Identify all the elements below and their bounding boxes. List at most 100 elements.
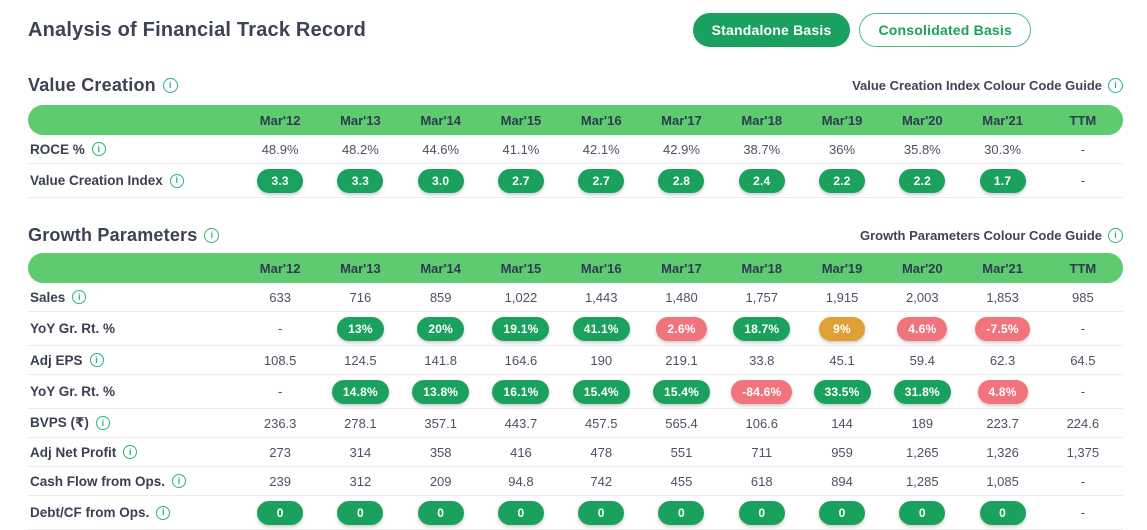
table-cell: 2.8 [641, 168, 721, 193]
table-cell: 189 [911, 415, 934, 431]
info-icon[interactable]: i [1108, 78, 1123, 93]
table-cell: 894 [831, 473, 853, 489]
table-cell: 42.9% [663, 141, 700, 157]
growth-parameters-title: Growth Parameters i [28, 225, 220, 246]
column-header: Mar'17 [661, 112, 702, 128]
table-cell: 224.6 [1066, 415, 1100, 431]
value-pill: 3.3 [337, 168, 384, 193]
table-cell: 2.4 [722, 168, 802, 193]
info-icon[interactable]: i [1108, 228, 1123, 243]
table-cell: 0 [641, 500, 721, 525]
row-label-text: YoY Gr. Rt. % [30, 384, 116, 399]
row-label: Adj EPS i [28, 353, 240, 368]
table-cell: 742 [590, 473, 613, 489]
table-cell: 45.1 [829, 352, 855, 368]
row-label-text: Debt/CF from Ops. [30, 505, 150, 520]
table-cell: 551 [670, 444, 693, 460]
consolidated-basis-button[interactable]: Consolidated Basis [859, 13, 1031, 47]
table-cell: 141.8 [424, 352, 457, 368]
table-cell: 15.4% [641, 379, 721, 404]
table-cell: 443.7 [504, 415, 538, 431]
column-header: Mar'15 [500, 112, 542, 128]
growth-parameters-table: Mar'12 Mar'13 Mar'14 Mar'15 Mar'16 Mar'17 Mar'… [28, 253, 1123, 530]
value-pill: 2.8 [658, 168, 705, 193]
table-cell: 1,375 [1066, 444, 1100, 460]
table-cell: 30.3% [984, 141, 1022, 157]
row-label-text: Adj EPS [30, 352, 83, 368]
table-cell: 985 [1072, 289, 1094, 305]
info-icon[interactable]: i [72, 290, 87, 304]
info-icon[interactable]: i [89, 353, 104, 367]
table-cell: 2.2 [882, 168, 962, 193]
value-creation-colour-code-guide-link[interactable]: Value Creation Index Colour Code Guide i [852, 78, 1123, 93]
value-pill: 0 [658, 500, 705, 525]
table-cell: 35.8% [903, 141, 941, 157]
table-cell: 20% [401, 316, 481, 341]
table-cell: 1,022 [504, 289, 538, 305]
table-cell: 44.6% [422, 141, 460, 157]
table-cell: 19.1% [481, 316, 561, 341]
table-cell: 0 [401, 500, 481, 525]
table-cell: 36% [829, 141, 856, 157]
value-pill: 2.7 [497, 168, 544, 193]
table-cell: - [1080, 141, 1086, 157]
table-cell: 0 [481, 500, 561, 525]
table-row: Adj Net Profit i 273 314 358 416 478 551 711 959 1… [28, 438, 1123, 467]
table-cell: 239 [269, 473, 291, 489]
table-row: Debt/CF from Ops. i 0 0 0 0 0 0 0 0 0 0 - [28, 496, 1123, 530]
growth-parameters-colour-code-guide-link[interactable]: Growth Parameters Colour Code Guide i [860, 228, 1123, 243]
table-cell: 3.3 [240, 168, 320, 193]
column-header: Mar'14 [420, 260, 461, 276]
table-cell: - [1080, 173, 1086, 188]
column-header: TTM [1069, 260, 1097, 276]
table-header-row: Mar'12 Mar'13 Mar'14 Mar'15 Mar'16 Mar'17 Mar'… [28, 253, 1123, 283]
table-cell: 13% [320, 316, 400, 341]
info-icon[interactable]: i [169, 173, 184, 188]
row-label: YoY Gr. Rt. % [28, 384, 240, 399]
table-cell: 0 [882, 500, 962, 525]
row-label-text: ROCE % [30, 141, 85, 157]
value-creation-title-text: Value Creation [28, 75, 156, 95]
table-cell: 455 [670, 473, 693, 489]
table-row: Value Creation Index i 3.3 3.3 3.0 2.7 2.7 2.8 2… [28, 164, 1123, 198]
row-label: ROCE % i [28, 142, 240, 157]
table-cell: 48.9% [261, 141, 299, 157]
table-cell: 124.5 [344, 352, 377, 368]
value-pill: 1.7 [979, 168, 1026, 193]
info-icon[interactable]: i [162, 78, 178, 93]
row-label: Cash Flow from Ops. i [28, 474, 240, 489]
info-icon[interactable]: i [156, 505, 171, 520]
value-pill: 16.1% [492, 379, 550, 404]
table-cell: - [1080, 505, 1086, 520]
value-pill: 0 [337, 500, 384, 525]
table-cell: 48.2% [341, 141, 379, 157]
column-header: TTM [1069, 112, 1097, 128]
table-cell: 13.8% [401, 379, 481, 404]
row-label-text: Sales [30, 289, 66, 305]
table-cell: 33.5% [802, 379, 882, 404]
info-icon[interactable]: i [204, 228, 220, 243]
table-cell: - [1080, 473, 1086, 489]
value-pill: 0 [578, 500, 625, 525]
info-icon[interactable]: i [95, 416, 110, 430]
table-cell: 278.1 [344, 415, 377, 431]
value-pill: 41.1% [572, 316, 630, 341]
info-icon[interactable]: i [172, 474, 187, 488]
column-header: Mar'21 [982, 112, 1023, 128]
row-label: Adj Net Profit i [28, 445, 240, 460]
table-cell: 9% [802, 316, 882, 341]
table-cell: - [277, 384, 283, 399]
value-pill: 3.0 [417, 168, 464, 193]
value-pill: 0 [819, 500, 866, 525]
info-icon[interactable]: i [123, 445, 138, 459]
table-cell: 3.0 [401, 168, 481, 193]
table-row: YoY Gr. Rt. % - 13% 20% 19.1% 41.1% 2.6% 18.7% 9… [28, 312, 1123, 346]
guide-label: Value Creation Index Colour Code Guide [852, 78, 1102, 93]
table-cell: 4.8% [962, 379, 1042, 404]
table-cell: 41.1% [561, 316, 641, 341]
value-pill: -7.5% [975, 316, 1030, 341]
row-label-text: BVPS (₹) [30, 415, 89, 430]
info-icon[interactable]: i [91, 142, 106, 156]
standalone-basis-button[interactable]: Standalone Basis [692, 13, 851, 47]
table-cell: 0 [561, 500, 641, 525]
